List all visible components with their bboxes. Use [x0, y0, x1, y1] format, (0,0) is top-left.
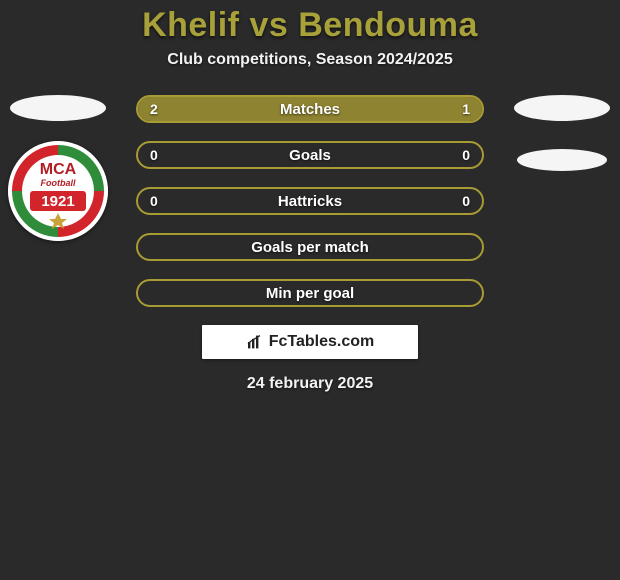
left-top-ellipse — [10, 95, 106, 121]
svg-text:1921: 1921 — [41, 193, 74, 210]
bar-chart-icon — [246, 334, 266, 350]
left-club-badge: MCA Football 1921 — [8, 141, 108, 241]
stat-label: Goals — [138, 143, 482, 167]
date-label: 24 february 2025 — [0, 375, 620, 393]
stat-row-min-per-goal: Min per goal — [136, 279, 484, 307]
vs-separator: vs — [249, 6, 288, 44]
brand-box[interactable]: FcTables.com — [202, 325, 418, 359]
stat-row-goals: 0Goals0 — [136, 141, 484, 169]
comparison-card: Khelif vs Bendouma Club competitions, Se… — [0, 0, 620, 393]
stat-label: Hattricks — [138, 189, 482, 213]
page-title: Khelif vs Bendouma — [0, 6, 620, 45]
stat-row-matches: 2Matches1 — [136, 95, 484, 123]
right-side-column — [512, 95, 612, 171]
svg-text:Football: Football — [41, 178, 76, 188]
stat-label: Matches — [138, 97, 482, 121]
stat-row-hattricks: 0Hattricks0 — [136, 187, 484, 215]
stat-row-goals-per-match: Goals per match — [136, 233, 484, 261]
brand-name: FcTables.com — [269, 333, 375, 351]
player-b-name: Bendouma — [298, 6, 478, 44]
svg-text:MCA: MCA — [40, 161, 77, 178]
stat-value-right: 0 — [462, 189, 470, 213]
stat-label: Min per goal — [138, 281, 482, 305]
right-mid-ellipse — [517, 149, 607, 171]
player-a-name: Khelif — [142, 6, 239, 44]
mca-badge-svg: MCA Football 1921 — [8, 141, 108, 241]
left-side-column: MCA Football 1921 — [8, 95, 108, 241]
stat-value-right: 0 — [462, 143, 470, 167]
stat-rows: 2Matches10Goals00Hattricks0Goals per mat… — [136, 95, 484, 307]
subtitle: Club competitions, Season 2024/2025 — [0, 51, 620, 69]
right-top-ellipse — [514, 95, 610, 121]
stat-value-right: 1 — [462, 97, 470, 121]
chart-area: MCA Football 1921 2Matches10Goals00Hattr… — [0, 95, 620, 393]
stat-label: Goals per match — [138, 235, 482, 259]
